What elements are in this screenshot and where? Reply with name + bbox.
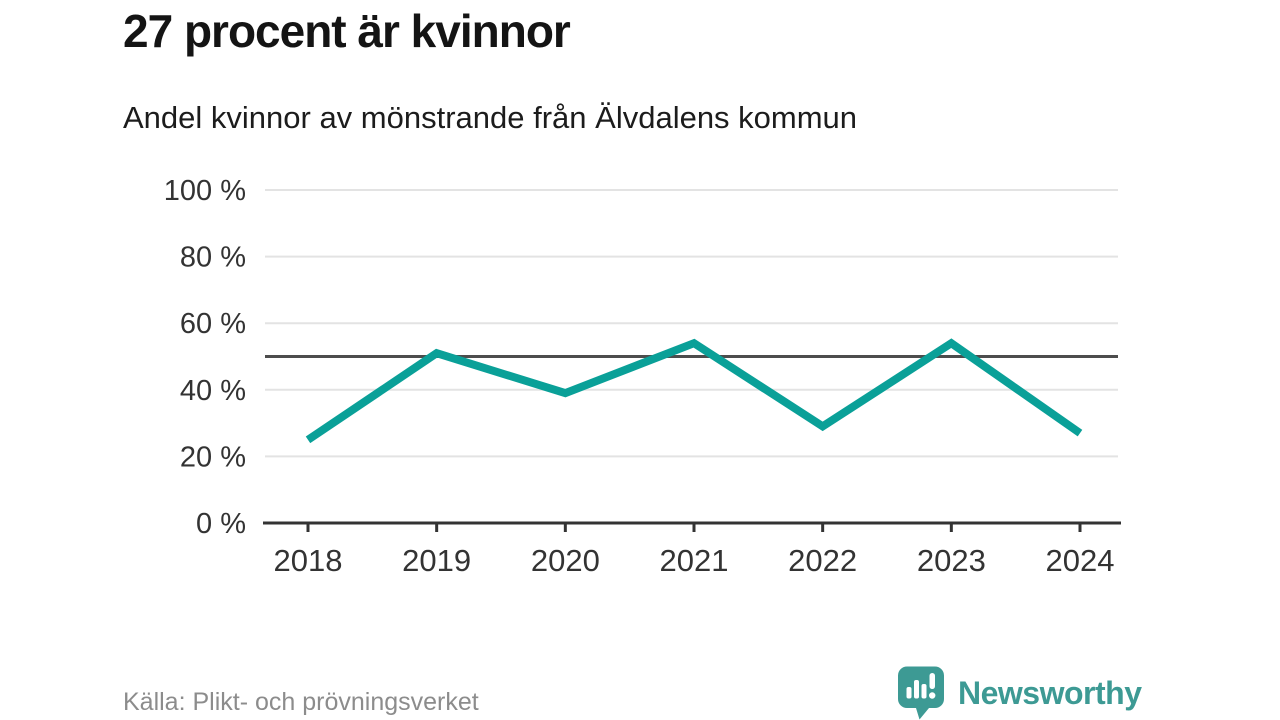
y-tick-label-80: 80 %	[180, 242, 246, 274]
x-tick-label-2018: 2018	[274, 543, 343, 578]
x-tick-label-2020: 2020	[531, 543, 600, 578]
chart-title: 27 procent är kvinnor	[123, 5, 571, 57]
x-tick-label-2023: 2023	[917, 543, 986, 578]
chart-subtitle: Andel kvinnor av mönstrande från Älvdale…	[123, 100, 858, 135]
x-tick-label-2022: 2022	[788, 543, 857, 578]
y-tick-label-60: 60 %	[180, 308, 246, 340]
x-tick-label-2024: 2024	[1046, 543, 1115, 578]
y-tick-label-100: 100 %	[164, 175, 246, 207]
y-tick-label-0: 0 %	[196, 508, 246, 540]
brand-name: Newsworthy	[958, 674, 1142, 711]
newsworthy-speech-bubble-bar-chart-icon	[898, 666, 944, 720]
x-tick-label-2021: 2021	[660, 543, 729, 578]
newsworthy-logo: Newsworthy	[897, 666, 1142, 720]
y-tick-label-20: 20 %	[180, 441, 246, 473]
x-tick-label-2019: 2019	[402, 543, 471, 578]
data-line-andel-kvinnor	[305, 338, 1083, 444]
source-note: Källa: Plikt- och prövningsverket	[123, 688, 479, 716]
y-tick-label-40: 40 %	[180, 375, 246, 407]
